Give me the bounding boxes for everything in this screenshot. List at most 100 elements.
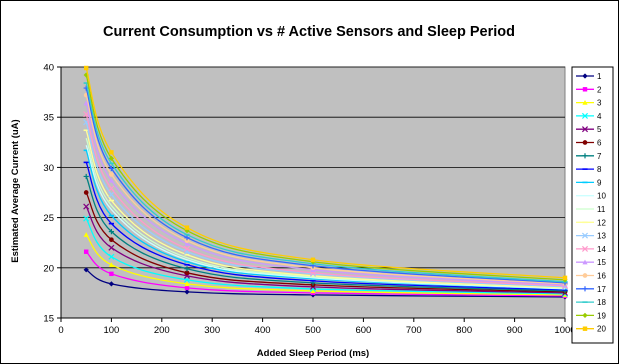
data-point [109,237,114,243]
legend-item: 6 [576,139,602,148]
y-axis-title: Estimated Average Current (uA) [10,119,21,262]
legend-item: 1 [576,72,602,81]
legend-item: 13 [576,232,606,241]
data-point [582,326,588,331]
data-point [184,238,190,244]
series-10 [85,145,566,290]
legend-label: 17 [597,285,606,294]
data-point [582,73,588,79]
legend-label: 3 [597,99,602,108]
data-point [83,173,89,180]
y-tick-label: 30 [43,163,54,174]
data-point [83,249,89,254]
data-point [581,232,589,239]
legend-label: 15 [597,258,606,267]
data-point [183,245,191,252]
y-tick-label: 25 [43,213,54,224]
x-tick-label: 800 [456,325,472,336]
y-tick-label: 20 [43,263,54,274]
data-point [83,267,89,273]
x-tick-label: 500 [305,325,321,336]
data-point [108,155,114,161]
data-point [310,257,316,262]
legend-item: 4 [576,112,602,121]
legend-item: 19 [576,311,606,320]
x-tick-label: 900 [507,325,523,336]
x-tick-label: 300 [204,325,220,336]
series-line [85,122,566,288]
data-point [184,235,190,241]
data-point [582,153,588,159]
series-19 [83,72,568,283]
x-tick-label: 200 [154,325,170,336]
legend-item: 5 [576,125,602,134]
legend-label: 20 [597,325,606,334]
series-line [85,87,566,284]
data-point [83,65,89,71]
legend-item: 2 [576,85,602,94]
legend-item: 10 [576,192,606,201]
legend-label: 14 [597,245,606,254]
legend-label: 7 [597,152,602,161]
legend-label: 11 [597,205,606,214]
x-axis-title: Added Sleep Period (ms) [257,348,369,359]
data-point [108,229,114,235]
x-tick-label: 600 [355,325,371,336]
legend-label: 16 [597,272,606,281]
data-point [109,271,114,277]
data-point [109,150,114,155]
data-point [582,286,588,292]
legend-label: 1 [597,72,602,81]
data-point [581,126,589,133]
series-line [85,176,566,292]
data-point [184,270,190,276]
legend-label: 18 [597,298,606,307]
legend-label: 8 [597,165,602,174]
series-line [85,162,566,291]
legend-item: 7 [576,152,602,161]
data-point [582,87,588,92]
legend-item: 14 [576,245,606,254]
data-point [184,266,190,272]
legend-item: 18 [576,298,606,307]
x-tick-label: 400 [255,325,271,336]
data-point [581,112,589,119]
legend-label: 2 [597,85,602,94]
data-point [83,232,89,237]
data-point [108,191,115,198]
data-point [184,285,190,291]
legend-item: 17 [576,285,606,294]
legend-item: 3 [576,99,602,108]
data-point [310,288,316,294]
series-line [85,67,566,279]
data-point [108,253,115,260]
series-line [85,94,566,285]
legend-item: 20 [576,325,606,334]
series-line [85,102,566,286]
x-tick-label: 100 [103,325,119,336]
x-tick-label: 1000 [554,325,575,336]
series-line [85,113,566,287]
legend-label: 13 [597,232,606,241]
data-point [184,281,190,287]
data-point [184,225,190,230]
legend-label: 6 [597,139,602,148]
y-tick-label: 35 [43,113,54,124]
legend-label: 9 [597,178,602,187]
series-line [85,145,566,290]
legend-label: 5 [597,125,602,134]
data-point [83,100,89,106]
series-20 [83,65,568,281]
data-point [582,312,588,318]
data-point [582,100,588,105]
legend-item: 8 [576,165,602,174]
data-point [108,185,115,192]
series-line [85,82,566,283]
series-line [85,74,566,281]
data-point [109,172,114,177]
data-point [582,273,588,278]
series-16 [83,92,568,287]
